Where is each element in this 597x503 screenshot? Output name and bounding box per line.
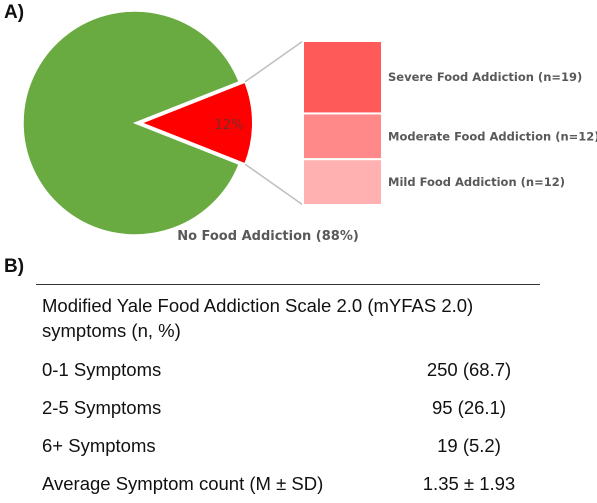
bar-segment-mild	[302, 158, 383, 206]
table-row: Average Symptom count (M ± SD) 1.35 ± 1.9…	[36, 465, 540, 503]
connector-lines	[244, 40, 304, 206]
table-row: 0-1 Symptoms 250 (68.7)	[36, 351, 540, 389]
table-row: 2-5 Symptoms 95 (26.1)	[36, 389, 540, 427]
table-header: Modified Yale Food Addiction Scale 2.0 (…	[42, 295, 474, 341]
bar-label-severe: Severe Food Addiction (n=19)	[388, 70, 582, 84]
row-label: 0-1 Symptoms	[42, 359, 162, 380]
bar-segment-severe	[302, 40, 383, 115]
pie-label-no-food-addiction: No Food Addiction (88%)	[177, 229, 359, 244]
row-value: 95 (26.1)	[431, 397, 507, 418]
connector-line-top	[244, 40, 304, 83]
connector-line-bottom	[244, 163, 304, 206]
pie-group: 12% No Food Addiction (88%)	[22, 10, 359, 244]
symptoms-table: Modified Yale Food Addiction Scale 2.0 (…	[36, 284, 540, 503]
panel-b-label: B)	[4, 256, 25, 277]
pie-label-food-addiction: 12%	[215, 118, 244, 133]
row-label: 2-5 Symptoms	[42, 397, 162, 418]
row-value: 250 (68.7)	[426, 359, 512, 380]
row-label: Average Symptom count (M ± SD)	[42, 473, 324, 494]
bar-label-mild: Mild Food Addiction (n=12)	[388, 175, 565, 189]
row-label: 6+ Symptoms	[42, 435, 156, 456]
row-value: 19 (5.2)	[437, 435, 501, 456]
row-value: 1.35 ± 1.93	[422, 473, 516, 494]
table-body: 0-1 Symptoms 250 (68.7) 2-5 Symptoms 95 (26…	[36, 351, 540, 503]
panel-a-label: A)	[4, 2, 25, 23]
bar-segment-moderate	[302, 112, 383, 161]
pie-slice-no-food-addiction	[22, 10, 241, 236]
pie-of-pie-chart: 12% No Food Addiction (88%) Severe Food A…	[22, 10, 597, 244]
table-top-rule	[36, 284, 540, 285]
pie-slice-food-addiction	[138, 80, 254, 166]
breakdown-bar: Severe Food Addiction (n=19) Moderate Foo…	[302, 40, 597, 206]
bar-label-moderate: Moderate Food Addiction (n=12)	[388, 129, 597, 143]
table-row: 6+ Symptoms 19 (5.2)	[36, 427, 540, 465]
